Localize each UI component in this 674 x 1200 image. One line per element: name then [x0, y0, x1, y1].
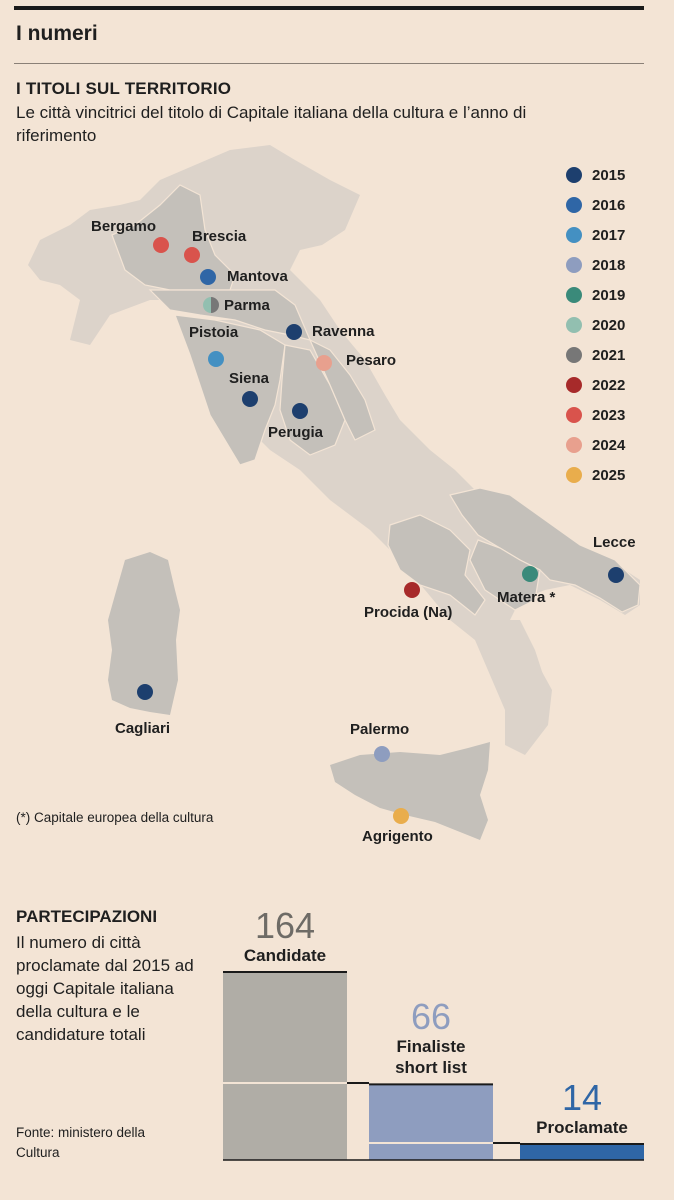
city-label-lecce: Lecce: [593, 534, 636, 551]
bar-2: [520, 1143, 644, 1160]
legend-label: 2025: [592, 466, 626, 484]
lombardia-region: [111, 184, 236, 291]
pesaro-dot: [316, 355, 332, 371]
category-label-proclamate: Proclamate: [536, 1117, 628, 1137]
legend-label: 2023: [592, 406, 626, 424]
lecce-dot: [608, 567, 624, 583]
map-section-subtitle: Le città vincitrici del titolo di Capita…: [16, 103, 527, 145]
divider: [14, 63, 644, 64]
parma-dot: [203, 297, 219, 313]
legend-swatch: [566, 467, 582, 483]
basilicata-region: [469, 539, 541, 611]
legend-swatch: [566, 437, 582, 453]
pistoia-dot: [208, 351, 224, 367]
value-label-candidate: 164: [254, 905, 316, 946]
city-label-matera: Matera *: [497, 589, 556, 606]
legend-item-2018: 2018: [566, 250, 625, 280]
map-section-title: I TITOLI SUL TERRITORIO: [16, 79, 232, 98]
sicilia-shape: [330, 742, 490, 840]
city-label-cagliari: Cagliari: [115, 720, 171, 737]
legend-swatch: [566, 197, 582, 213]
brescia-dot: [184, 247, 200, 263]
city-label-siena: Siena: [229, 370, 270, 387]
legend-item-2022: 2022: [566, 370, 625, 400]
puglia-region: [449, 487, 641, 613]
legend-item-2016: 2016: [566, 190, 625, 220]
value-label-finaliste: 66: [410, 996, 452, 1038]
legend-label: 2021: [592, 346, 626, 364]
city-label-agrigento: Agrigento: [362, 828, 433, 845]
campania-region: [387, 514, 486, 616]
source-note: Fonte: ministero della Cultura: [16, 1125, 146, 1160]
legend-item-2015: 2015: [566, 160, 625, 190]
city-label-brescia: Brescia: [192, 228, 247, 245]
top-rule: [14, 6, 644, 10]
city-label-bergamo: Bergamo: [91, 218, 157, 235]
page-title: I numeri: [16, 22, 98, 45]
bar-0: [223, 972, 347, 1160]
legend-swatch: [566, 377, 582, 393]
toscana-region: [174, 314, 286, 466]
city-label-perugia: Perugia: [268, 424, 324, 441]
legend-item-2023: 2023: [566, 400, 625, 430]
legend-label: 2024: [592, 436, 626, 454]
category-label-candidate: Candidate: [243, 946, 327, 965]
legend-swatch: [566, 257, 582, 273]
legend-item-2024: 2024: [566, 430, 625, 460]
city-label-ravenna: Ravenna: [312, 323, 375, 340]
city-label-procida: Procida (Na): [364, 604, 453, 621]
city-label-parma: Parma: [224, 297, 270, 314]
perugia-dot: [292, 403, 308, 419]
calabria-shape: [495, 620, 548, 750]
agrigento-dot: [393, 808, 409, 824]
legend-item-2020: 2020: [566, 310, 625, 340]
legend-label: 2017: [592, 226, 626, 244]
city-label-pesaro: Pesaro: [346, 352, 397, 369]
sardegna-shape: [108, 552, 180, 715]
legend-item-2019: 2019: [566, 280, 625, 310]
city-label-mantova: Mantova: [227, 268, 288, 285]
year-legend: 2015 2016 2017 2018 2019 2020 2021 2022 2023 2024…: [566, 160, 625, 490]
value-label-proclamate: 14: [561, 1076, 603, 1118]
legend-swatch: [566, 167, 582, 183]
participation-subtitle: Il numero di città proclamate dal 2015 a…: [16, 933, 194, 1044]
mantova-dot: [200, 269, 216, 285]
ravenna-dot: [286, 324, 302, 340]
city-label-pistoia: Pistoia: [189, 324, 239, 341]
legend-swatch: [566, 407, 582, 423]
legend-swatch: [566, 347, 582, 363]
cagliari-dot: [137, 684, 153, 700]
legend-label: 2019: [592, 286, 626, 304]
legend-item-2021: 2021: [566, 340, 625, 370]
participation-title: PARTECIPAZIONI: [16, 907, 158, 926]
siena-dot: [242, 391, 258, 407]
footnote: (*) Capitale europea della cultura: [16, 810, 214, 825]
legend-label: 2015: [592, 166, 626, 184]
legend-item-2017: 2017: [566, 220, 625, 250]
category-label-finaliste: Finaliste short list: [395, 1037, 467, 1078]
italy-map: [28, 145, 641, 840]
legend-label: 2016: [592, 196, 626, 214]
legend-item-2025: 2025: [566, 460, 625, 490]
palermo-dot: [374, 746, 390, 762]
legend-label: 2022: [592, 376, 626, 394]
legend-swatch: [566, 287, 582, 303]
legend-label: 2020: [592, 316, 626, 334]
emilia-romagna-region: [148, 289, 312, 341]
matera-dot: [522, 566, 538, 582]
legend-swatch: [566, 227, 582, 243]
city-label-palermo: Palermo: [350, 721, 410, 738]
legend-label: 2018: [592, 256, 626, 274]
procida-dot: [404, 582, 420, 598]
legend-swatch: [566, 317, 582, 333]
bar-1: [369, 1084, 493, 1160]
bergamo-dot: [153, 237, 169, 253]
